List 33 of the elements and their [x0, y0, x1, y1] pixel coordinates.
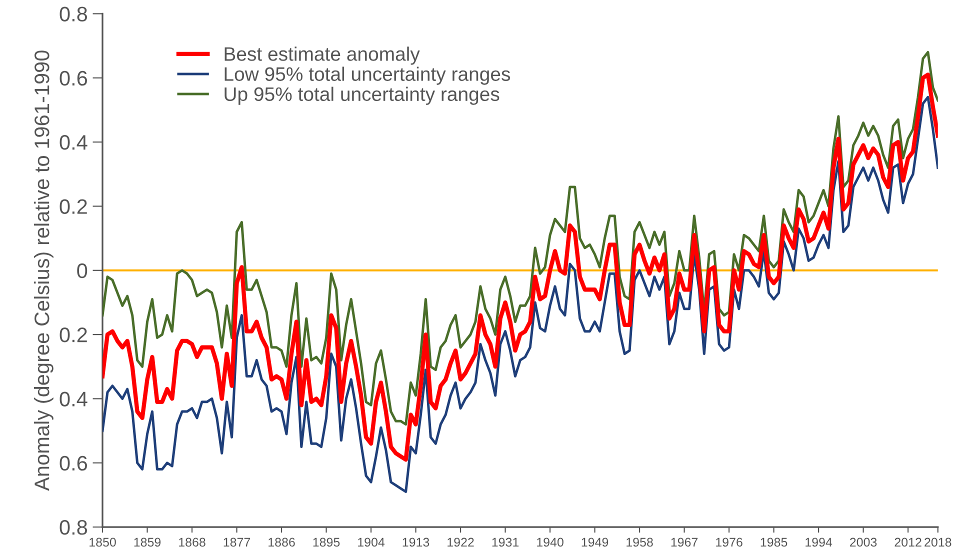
- x-tick-label: 1994: [806, 538, 832, 547]
- x-tick-label: 1859: [134, 538, 161, 547]
- x-tick-label: 1940: [537, 538, 564, 547]
- x-tick-label: 1904: [358, 538, 385, 547]
- x-tick-label: 1967: [671, 538, 698, 547]
- y-tick-label: 0.2: [60, 328, 87, 342]
- x-tick-label: 1958: [626, 538, 653, 547]
- x-tick-label: 2003: [850, 538, 877, 547]
- y-tick-label: 0.6: [60, 70, 88, 86]
- x-tick-label: 1886: [268, 538, 295, 547]
- x-tick-label: 2012: [894, 538, 922, 547]
- x-tick-label: 1895: [313, 538, 340, 547]
- y-tick-label: 0: [77, 263, 88, 278]
- x-tick-label: 1913: [402, 538, 430, 547]
- x-tick-label: 1877: [224, 538, 250, 547]
- legend-label: Up 95% total uncertainty ranges: [224, 86, 500, 105]
- x-tick-label: 1976: [716, 538, 742, 547]
- y-tick-label: 0.6: [60, 456, 88, 471]
- y-axis-title: Anomaly (degree Celsius) relative to 1961-1990: [34, 50, 54, 491]
- y-tick-label: 0.4: [60, 392, 88, 406]
- x-tick-label: 1949: [582, 538, 608, 547]
- y-tick-label: 0.8: [60, 6, 88, 22]
- x-tick-label: 1850: [90, 538, 116, 547]
- x-tick-label: 2018: [924, 538, 952, 547]
- y-tick-label: 0.2: [60, 199, 87, 214]
- y-tick-label: 0.8: [60, 520, 88, 535]
- x-tick-label: 1931: [492, 538, 519, 547]
- x-tick-label: 1985: [760, 538, 788, 547]
- legend-label: Low 95% total uncertainty ranges: [224, 66, 510, 85]
- y-tick-label: 0.4: [60, 135, 88, 150]
- x-tick-label: 1922: [448, 538, 474, 547]
- x-tick-label: 1868: [179, 538, 206, 547]
- legend-label: Best estimate anomaly: [224, 46, 420, 65]
